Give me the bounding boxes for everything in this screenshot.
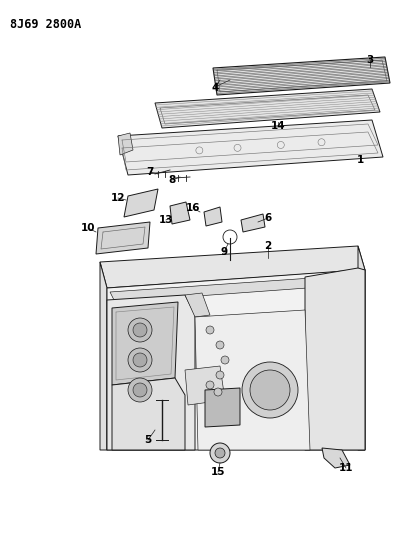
Circle shape xyxy=(128,378,152,402)
Polygon shape xyxy=(241,214,265,232)
Circle shape xyxy=(210,443,230,463)
Polygon shape xyxy=(96,222,150,254)
Circle shape xyxy=(133,353,147,367)
Circle shape xyxy=(242,362,298,418)
Polygon shape xyxy=(118,120,383,175)
Polygon shape xyxy=(213,57,390,95)
Polygon shape xyxy=(170,202,190,224)
Text: 14: 14 xyxy=(271,121,286,131)
Circle shape xyxy=(221,356,229,364)
Text: 9: 9 xyxy=(221,247,227,257)
Circle shape xyxy=(128,348,152,372)
Text: 11: 11 xyxy=(339,463,353,473)
Circle shape xyxy=(216,371,224,379)
Polygon shape xyxy=(124,189,158,217)
Polygon shape xyxy=(107,295,195,450)
Circle shape xyxy=(250,370,290,410)
Text: 12: 12 xyxy=(111,193,125,203)
Polygon shape xyxy=(100,262,107,450)
Text: 13: 13 xyxy=(159,215,173,225)
Text: 8J69 2800A: 8J69 2800A xyxy=(10,18,81,31)
Circle shape xyxy=(133,383,147,397)
Polygon shape xyxy=(100,246,365,288)
Circle shape xyxy=(133,323,147,337)
Circle shape xyxy=(215,448,225,458)
Polygon shape xyxy=(205,388,240,427)
Polygon shape xyxy=(204,207,222,226)
Circle shape xyxy=(206,326,214,334)
Text: 4: 4 xyxy=(211,83,219,93)
Polygon shape xyxy=(358,246,365,450)
Polygon shape xyxy=(112,302,178,385)
Circle shape xyxy=(128,318,152,342)
Text: 6: 6 xyxy=(264,213,271,223)
Polygon shape xyxy=(118,133,133,155)
Text: 5: 5 xyxy=(144,435,152,445)
Polygon shape xyxy=(195,310,310,450)
Polygon shape xyxy=(305,268,365,450)
Circle shape xyxy=(214,388,222,396)
Polygon shape xyxy=(112,378,185,450)
Text: 3: 3 xyxy=(367,55,374,65)
Text: 8: 8 xyxy=(168,175,176,185)
Polygon shape xyxy=(185,366,225,405)
Polygon shape xyxy=(107,270,365,450)
Polygon shape xyxy=(260,376,286,398)
Text: 2: 2 xyxy=(264,241,271,251)
Text: 7: 7 xyxy=(146,167,154,177)
Text: 10: 10 xyxy=(81,223,95,233)
Text: 15: 15 xyxy=(211,467,225,477)
Polygon shape xyxy=(185,293,210,317)
Text: 16: 16 xyxy=(186,203,200,213)
Polygon shape xyxy=(155,89,380,128)
Polygon shape xyxy=(110,275,362,302)
Text: 1: 1 xyxy=(356,155,364,165)
Circle shape xyxy=(206,381,214,389)
Circle shape xyxy=(216,341,224,349)
Polygon shape xyxy=(322,448,350,468)
